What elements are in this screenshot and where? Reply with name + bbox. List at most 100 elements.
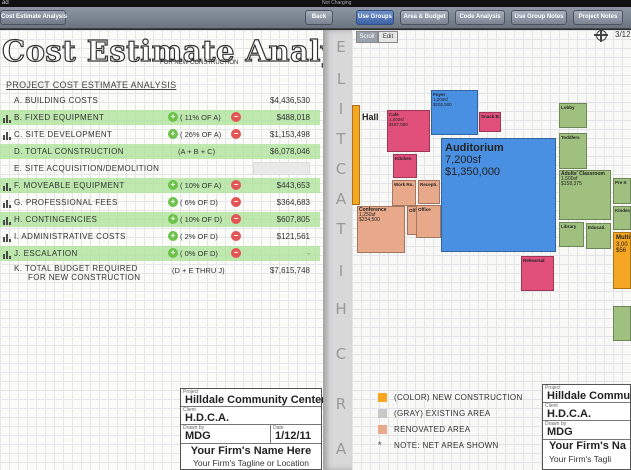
room-block-foyer[interactable]: Foyer 1,200sf $202,500 [431, 90, 478, 135]
status-bar: ad Not Charging [0, 0, 631, 7]
client-cell: Client H.D.C.A. [543, 403, 630, 421]
bar-chart-icon[interactable] [3, 113, 13, 123]
row-percent: ( 11% OF A) [180, 113, 221, 122]
row-value: $488,018 [276, 113, 310, 122]
decrease-icon[interactable]: − [231, 197, 241, 207]
client-caption: Client [183, 407, 196, 413]
increase-icon[interactable]: + [168, 112, 178, 122]
room-block-auditorium[interactable]: Auditorium 7,200sf $1,350,000 [441, 138, 556, 252]
room-cost: $187,500 [389, 122, 408, 127]
estimate-row-site-acquisition[interactable]: E. SITE ACQUISITION/DEMOLITION [0, 161, 320, 176]
room-block-workroom[interactable]: Work Ro. [392, 180, 416, 206]
bar-chart-icon[interactable] [3, 249, 13, 259]
drawn-by: MDG [185, 430, 211, 442]
client-name: H.D.C.A. [185, 412, 229, 424]
firm-name: Your Firm's Name Here [190, 445, 312, 457]
row-value: $7,615,748 [269, 266, 310, 275]
room-block-rehearsal[interactable]: Rehearsal [521, 256, 554, 291]
bar-chart-icon[interactable] [3, 232, 13, 242]
drawn-by: MDG [547, 426, 573, 438]
drawn-by-caption: Drawn by [545, 421, 567, 427]
room-name: Kitchen [395, 156, 412, 161]
bar-chart-icon[interactable] [3, 198, 13, 208]
room-block-reception[interactable]: Recepti. [418, 180, 440, 204]
estimate-row-professional-fees: G. PROFESSIONAL FEES + ( 6% OF D) − $364… [0, 195, 320, 210]
decrease-icon[interactable]: − [231, 129, 241, 139]
spine-letter: A [335, 440, 347, 458]
room-block-education[interactable]: Educati. [586, 223, 611, 249]
room-name: Rehearsal [523, 258, 545, 263]
decrease-icon[interactable]: − [231, 112, 241, 122]
back-button[interactable]: Back [305, 10, 333, 25]
site-acquisition-input[interactable] [253, 162, 310, 175]
increase-icon[interactable]: + [168, 214, 178, 224]
room-block-cafe[interactable]: Cafe 1,000sf $187,500 [387, 110, 430, 152]
edit-mode-button[interactable]: Edit [378, 31, 398, 43]
row-value: $1,153,498 [269, 130, 310, 139]
room-block-snack[interactable]: Snack B. [479, 112, 501, 132]
asterisk-icon: * [378, 440, 382, 450]
sheet-title-button[interactable]: Cost Estimate Analysis [0, 10, 67, 25]
row-formula: (A + B + C) [178, 147, 216, 156]
row-percent: ( 6% OF D) [180, 198, 218, 207]
room-block-conference[interactable]: Conference 1,250sf $234,500 [357, 206, 405, 253]
drawn-by-caption: Drawn by [183, 425, 205, 431]
room-block-lobby[interactable]: Lobby [559, 103, 587, 128]
room-name: Kinderga. [615, 208, 630, 213]
decrease-icon[interactable]: − [231, 180, 241, 190]
room-block-kindergarten[interactable]: Kinderga. [613, 206, 631, 230]
row-label: J. ESCALATION [14, 249, 78, 258]
carrier-label: ad [2, 0, 9, 6]
room-block-adults-classroom[interactable]: Adults' Classroom 1,500sf $158,375 [559, 170, 611, 220]
room-block-library[interactable]: Library [559, 222, 584, 247]
increase-icon[interactable]: + [168, 180, 178, 190]
increase-icon[interactable]: + [168, 231, 178, 241]
room-block-toddlers[interactable]: Toddlers [559, 133, 587, 169]
tab-area-budget[interactable]: Area & Budget [400, 10, 449, 25]
project-name: Hilldale Commun [547, 390, 631, 402]
legend-swatch [378, 425, 387, 434]
client-cell: Client H.D.C.A. [181, 407, 321, 425]
estimate-row-escalation: J. ESCALATION + ( 0% OF D) − - [0, 246, 320, 261]
increase-icon[interactable]: + [168, 129, 178, 139]
room-block[interactable] [352, 105, 360, 205]
tab-project-notes[interactable]: Project Notes [573, 10, 623, 25]
page-subtitle: FOR NEW CONSTRUCTION [160, 60, 239, 66]
room-block-pre-k[interactable]: Pre K [613, 178, 631, 204]
room-cost: $234,500 [359, 217, 380, 223]
room-block-multi[interactable]: Multi 3,00 $56 [613, 232, 631, 289]
increase-icon[interactable]: + [168, 248, 178, 258]
bar-chart-icon[interactable] [3, 215, 13, 225]
project-caption: Project [545, 385, 561, 391]
tab-code-analysis[interactable]: Code Analysis [455, 10, 505, 25]
spine-letter: T [336, 220, 346, 238]
cost-estimate-sheet: Cost Estimate Analysis FOR NEW CONSTRUCT… [0, 30, 384, 470]
spine-letter: C [335, 345, 347, 363]
page-indicator: 3/12 [615, 30, 631, 39]
spine-letter: A [335, 190, 347, 208]
scroll-mode-button[interactable]: Scroll [356, 31, 378, 43]
room-area: 1,200sf [433, 97, 448, 102]
increase-icon[interactable]: + [168, 197, 178, 207]
tab-use-group-notes[interactable]: Use Group Notes [511, 10, 567, 25]
row-label: K. TOTAL BUDGET REQUIRED FOR NEW CONSTRU… [14, 264, 140, 282]
spine-letter: H [335, 300, 347, 318]
row-value: $364,683 [276, 198, 310, 207]
room-block-office[interactable]: Office [416, 205, 441, 238]
project-caption: Project [183, 389, 199, 395]
decrease-icon[interactable]: − [231, 248, 241, 258]
room-block[interactable] [613, 306, 631, 341]
row-label: E. SITE ACQUISITION/DEMOLITION [14, 164, 160, 173]
crosshair-icon[interactable] [594, 28, 608, 42]
left-toolbar: Cost Estimate Analysis Back [0, 7, 338, 29]
bar-chart-icon[interactable] [3, 181, 13, 191]
bar-chart-icon[interactable] [3, 130, 13, 140]
legend-label: (COLOR) NEW CONSTRUCTION [394, 393, 523, 402]
spine-letter: I [338, 100, 344, 118]
charging-status: Not Charging [322, 0, 352, 6]
decrease-icon[interactable]: − [231, 231, 241, 241]
tab-use-groups[interactable]: Use Groups [356, 10, 394, 25]
decrease-icon[interactable]: − [231, 214, 241, 224]
estimate-row-administrative-costs: I. ADMINISTRATIVE COSTS + ( 2% OF D) − $… [0, 229, 320, 244]
room-block-kitchen[interactable]: Kitchen [393, 154, 417, 178]
